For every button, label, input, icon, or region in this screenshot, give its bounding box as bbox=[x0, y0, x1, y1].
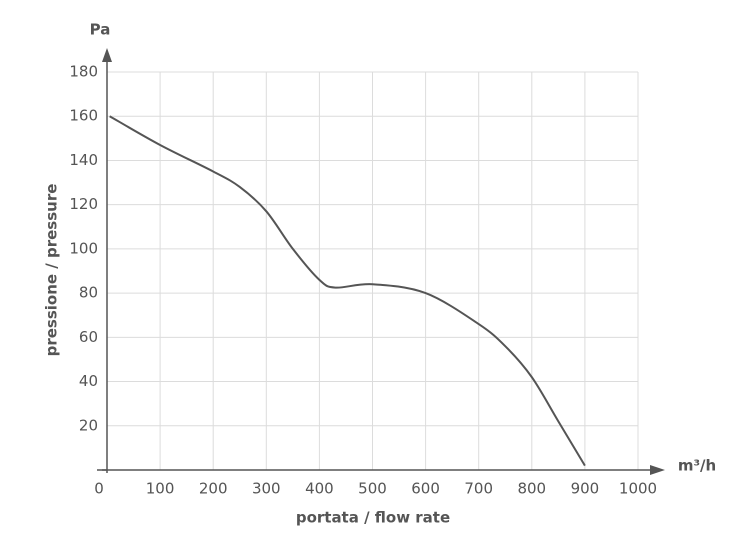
y-tick-label: 100 bbox=[69, 239, 98, 257]
x-tick-label: 100 bbox=[146, 480, 175, 498]
x-tick-label: 500 bbox=[358, 480, 387, 498]
y-tick-label: 140 bbox=[69, 151, 98, 169]
x-tick-label: 800 bbox=[517, 480, 546, 498]
y-tick-label: 40 bbox=[79, 372, 98, 390]
y-axis-label: pressione / pressure bbox=[43, 184, 61, 357]
y-tick-label: 20 bbox=[79, 416, 98, 434]
y-unit: Pa bbox=[90, 21, 111, 39]
x-tick-label: 200 bbox=[199, 480, 228, 498]
x-tick-label: 300 bbox=[252, 480, 281, 498]
x-tick-label: 0 bbox=[94, 480, 104, 498]
x-tick-label: 700 bbox=[464, 480, 493, 498]
x-unit: m³/h bbox=[678, 457, 716, 475]
x-axis-label: portata / flow rate bbox=[296, 509, 450, 527]
y-tick-label: 160 bbox=[69, 107, 98, 125]
y-tick-label: 60 bbox=[79, 328, 98, 346]
line-series bbox=[109, 115, 586, 467]
y-tick-label: 120 bbox=[69, 195, 98, 213]
y-axis-arrow bbox=[102, 48, 112, 62]
x-axis-arrow bbox=[650, 465, 665, 475]
x-tick-label: 900 bbox=[571, 480, 600, 498]
x-tick-label: 400 bbox=[305, 480, 334, 498]
x-tick-label: 600 bbox=[411, 480, 440, 498]
y-tick-label: 180 bbox=[69, 63, 98, 81]
x-tick-label: 1000 bbox=[619, 480, 657, 498]
y-tick-label: 80 bbox=[79, 284, 98, 302]
